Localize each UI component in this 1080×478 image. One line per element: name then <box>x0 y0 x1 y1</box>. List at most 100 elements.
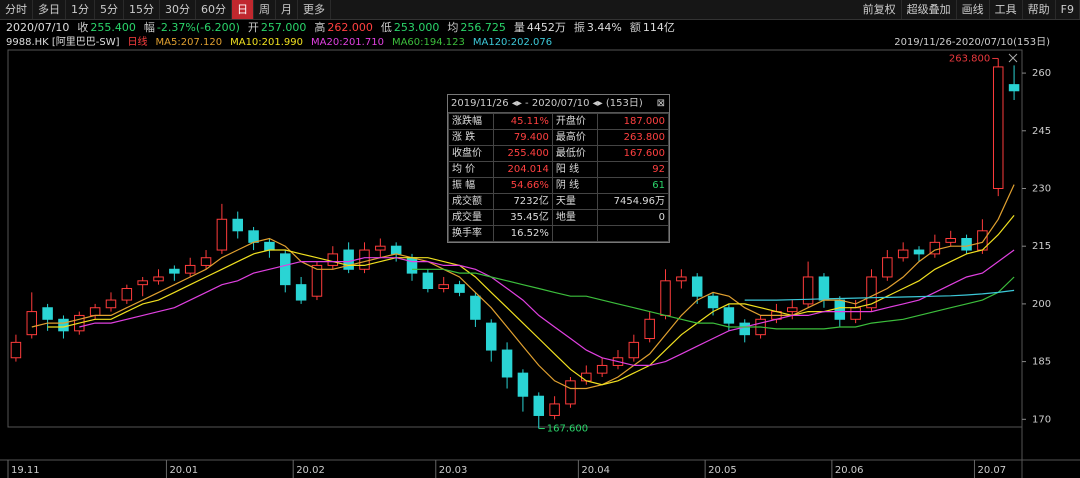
candle-body <box>1008 84 1020 92</box>
ma-line <box>31 184 1015 390</box>
summary-label: 最低价 <box>551 145 598 162</box>
y-tick-label: 170 <box>1032 414 1051 425</box>
legend-entry: MA60:194.123 <box>391 37 465 48</box>
y-tick-label: 215 <box>1032 241 1051 252</box>
summary-value: 7232亿 <box>493 193 553 210</box>
summary-value: 35.45亿 <box>493 209 553 226</box>
candle-body <box>264 241 275 251</box>
annotation-label: 263.800 <box>949 53 990 64</box>
period-tab[interactable]: 5分 <box>95 0 124 19</box>
candle-body <box>787 307 798 313</box>
candle-body <box>200 257 212 266</box>
quote-value: 256.725 <box>460 21 506 34</box>
summary-value <box>596 225 670 242</box>
summary-label: 成交额 <box>447 193 495 210</box>
candle-body <box>565 380 576 405</box>
legend-entry: MA120:202.076 <box>472 37 553 48</box>
candle-body <box>137 280 148 286</box>
period-tab[interactable]: 日 <box>232 0 254 19</box>
candle-body <box>327 253 339 266</box>
period-tab[interactable]: 分时 <box>0 0 33 19</box>
candle-body <box>676 276 687 282</box>
candle-body <box>581 372 592 382</box>
tool-button[interactable]: F9 <box>1056 0 1080 19</box>
summary-value: 167.600 <box>596 145 670 162</box>
candle-body <box>58 318 69 332</box>
x-tick-label: 20.01 <box>169 465 198 476</box>
tool-button[interactable]: 超级叠加 <box>902 0 957 19</box>
candle-body <box>882 257 893 278</box>
candle-body <box>723 307 735 324</box>
candle-body <box>850 307 861 320</box>
legend-entry: MA20:201.710 <box>311 37 384 48</box>
candle-body <box>596 364 608 374</box>
candle-body <box>644 318 655 340</box>
candle-body <box>929 241 941 255</box>
quote-date: 2020/07/10 <box>6 21 70 34</box>
candle-body <box>802 276 814 305</box>
x-tick-label: 20.07 <box>977 465 1006 476</box>
candle-body <box>232 218 243 232</box>
toolbar: 分时 多日 1分 5分 15分 30分 60分日周月更多 前复权 超级叠加 画线 工具 帮助 F9 <box>0 0 1080 20</box>
summary-value: 255.400 <box>493 145 553 162</box>
candle-body <box>739 322 750 336</box>
tool-button[interactable]: 工具 <box>990 0 1023 19</box>
quote-value: 262.000 <box>327 21 373 34</box>
quote-label: 振 <box>573 21 585 34</box>
candle-body <box>375 245 386 251</box>
y-tick-label: 245 <box>1032 126 1051 137</box>
summary-value: 263.800 <box>596 129 670 146</box>
tool-button[interactable]: 画线 <box>957 0 990 19</box>
legend-entry: MA10:201.990 <box>230 37 304 48</box>
ma-line <box>412 268 1015 330</box>
summary-value: 16.52% <box>493 225 553 242</box>
quote-value: 114亿 <box>642 21 675 34</box>
quote-value: 255.400 <box>90 21 136 34</box>
y-tick-label: 260 <box>1032 68 1051 79</box>
summary-row: 成交量 35.45亿 地量 0 <box>447 209 670 226</box>
period-tab[interactable]: 60分 <box>196 0 232 19</box>
summary-start: 2019/11/26 <box>451 98 509 109</box>
quote-label: 幅 <box>143 21 155 34</box>
summary-value: 92 <box>596 161 670 178</box>
summary-label: 涨 跌 <box>447 129 495 146</box>
summary-label: 最高价 <box>551 129 598 146</box>
candle-body <box>26 311 38 336</box>
quote-value: -2.37%(-6.200) <box>156 21 240 34</box>
candle-body <box>818 276 830 301</box>
summary-row: 均 价 204.014 阳 线 92 <box>447 161 670 178</box>
period-tab[interactable]: 更多 <box>298 0 331 19</box>
annotation-label: 167.600 <box>547 424 588 435</box>
summary-close[interactable]: ⊠ <box>656 98 665 109</box>
period-tab[interactable]: 周 <box>254 0 276 19</box>
close-icon[interactable] <box>1008 53 1018 63</box>
legend: 9988.HK [阿里巴巴-SW] 日线 MA5:207.120 MA10:201.9… <box>6 37 560 49</box>
summary-label: 换手率 <box>447 225 495 242</box>
period-tab[interactable]: 多日 <box>33 0 66 19</box>
tool-button[interactable]: 帮助 <box>1023 0 1056 19</box>
x-tick-label: 20.02 <box>296 465 325 476</box>
candle-body <box>184 264 196 274</box>
candle-body <box>485 322 497 351</box>
tool-button[interactable]: 前复权 <box>858 0 902 19</box>
candle-body <box>390 245 402 255</box>
candle-body <box>105 299 117 309</box>
summary-row: 成交额 7232亿 天量 7454.96万 <box>447 193 670 210</box>
summary-label: 阴 线 <box>551 177 598 194</box>
summary-value: 187.000 <box>596 113 670 130</box>
candle-body <box>454 284 465 293</box>
period-tab[interactable]: 月 <box>276 0 298 19</box>
period-tab[interactable]: 30分 <box>160 0 196 19</box>
legend-entry: MA5:207.120 <box>155 37 223 48</box>
candle-body <box>549 403 560 416</box>
summary-value: 61 <box>596 177 670 194</box>
range-label: 2019/11/26-2020/07/10(153日) <box>894 37 1050 48</box>
summary-label: 涨跌幅 <box>447 113 495 130</box>
candle-body <box>406 257 418 274</box>
summary-row: 振 幅 54.66% 阴 线 61 <box>447 177 670 194</box>
summary-label: 均 价 <box>447 161 495 178</box>
quote-label: 收 <box>77 21 89 34</box>
period-tab[interactable]: 1分 <box>66 0 95 19</box>
period-tab[interactable]: 15分 <box>124 0 160 19</box>
